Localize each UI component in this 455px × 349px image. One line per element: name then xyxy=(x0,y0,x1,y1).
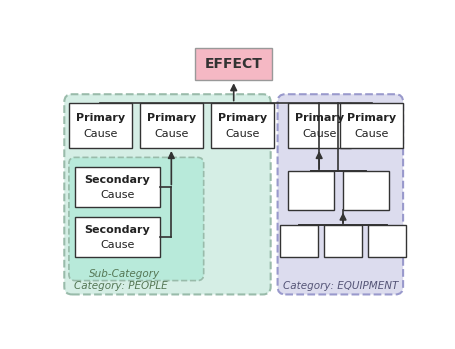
Bar xyxy=(75,217,159,258)
Bar xyxy=(75,168,159,207)
Text: Cause: Cause xyxy=(354,128,388,139)
Text: Secondary: Secondary xyxy=(84,175,150,185)
Bar xyxy=(195,48,272,80)
Bar xyxy=(342,171,389,210)
Text: Primary: Primary xyxy=(147,113,196,123)
Bar xyxy=(139,104,202,148)
Text: Cause: Cause xyxy=(100,240,134,250)
Text: Cause: Cause xyxy=(100,190,134,200)
Text: Secondary: Secondary xyxy=(84,225,150,235)
Text: Cause: Cause xyxy=(224,128,259,139)
Text: Category: EQUIPMENT: Category: EQUIPMENT xyxy=(283,281,398,291)
FancyBboxPatch shape xyxy=(64,94,270,295)
Text: Primary: Primary xyxy=(217,113,266,123)
Bar xyxy=(210,104,273,148)
FancyBboxPatch shape xyxy=(277,94,402,295)
Bar xyxy=(367,225,405,258)
Text: Cause: Cause xyxy=(83,128,117,139)
Text: EFFECT: EFFECT xyxy=(204,57,262,71)
Bar xyxy=(323,225,361,258)
Text: Primary: Primary xyxy=(294,113,343,123)
Bar xyxy=(279,225,318,258)
Text: Primary: Primary xyxy=(346,113,395,123)
Text: Primary: Primary xyxy=(76,113,125,123)
Text: Cause: Cause xyxy=(301,128,336,139)
Text: Category: PEOPLE: Category: PEOPLE xyxy=(73,281,167,291)
FancyBboxPatch shape xyxy=(69,157,203,281)
Text: Cause: Cause xyxy=(154,128,188,139)
Bar xyxy=(287,171,333,210)
Text: Sub-Category: Sub-Category xyxy=(89,269,160,279)
Bar xyxy=(287,104,350,148)
Bar xyxy=(339,104,402,148)
Bar xyxy=(69,104,132,148)
